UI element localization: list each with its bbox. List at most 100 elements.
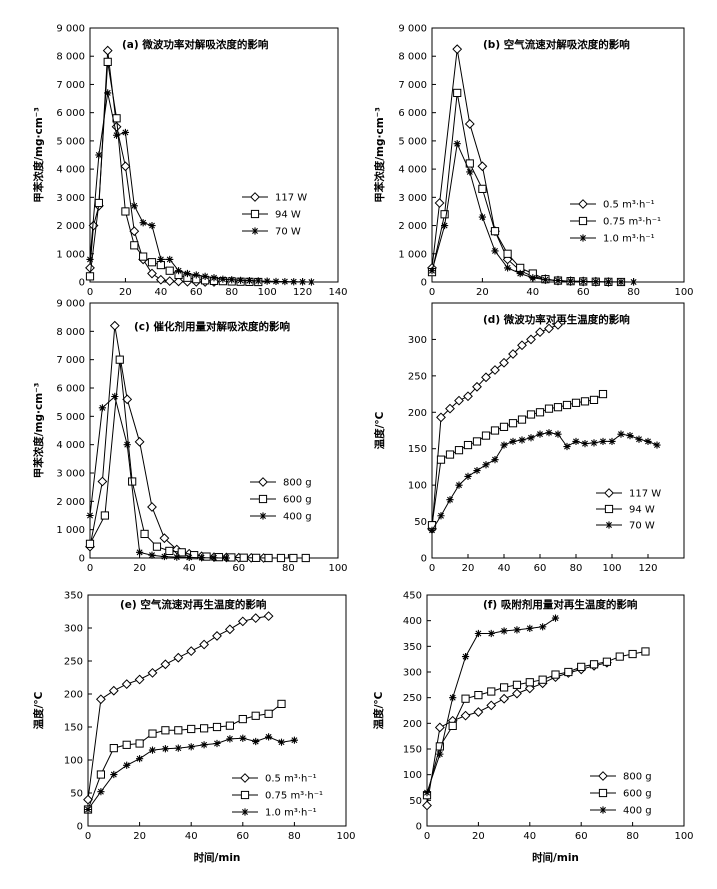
data-point xyxy=(491,456,499,464)
data-point xyxy=(148,221,156,230)
x-tick-label: 140 xyxy=(328,287,347,298)
data-point xyxy=(122,394,133,405)
data-point xyxy=(617,430,625,438)
data-point xyxy=(265,733,273,741)
data-point xyxy=(592,278,600,286)
data-point xyxy=(111,392,119,401)
y-tick-label: 2 000 xyxy=(56,497,85,508)
data-point xyxy=(544,404,554,413)
series-3 xyxy=(84,733,298,814)
data-point xyxy=(589,395,599,404)
data-point xyxy=(129,226,140,237)
data-point xyxy=(86,255,94,264)
data-point xyxy=(228,276,236,284)
legend-label: 800 g xyxy=(283,478,312,489)
data-point xyxy=(281,277,289,286)
data-point xyxy=(563,442,571,451)
data-point xyxy=(551,614,560,622)
chart-panel-1: 0 1 000 2 000 3 000 4 000 5 000 6 000 7 000 8 00… xyxy=(32,24,348,299)
data-point xyxy=(630,278,638,286)
data-point xyxy=(446,496,454,504)
y-tick-label: 250 xyxy=(408,371,427,382)
data-point xyxy=(136,548,144,556)
data-point xyxy=(200,741,208,749)
data-point xyxy=(183,269,192,278)
data-point xyxy=(210,274,218,282)
data-point xyxy=(173,276,184,287)
data-point xyxy=(481,372,491,383)
data-point xyxy=(491,247,499,255)
data-point xyxy=(504,264,512,272)
data-point xyxy=(434,722,445,733)
y-tick-label: 6 000 xyxy=(56,384,85,395)
series-line xyxy=(87,615,269,800)
x-tick-label: 100 xyxy=(674,287,693,298)
data-point xyxy=(95,694,106,705)
x-tick-label: 0 xyxy=(85,831,91,842)
data-point xyxy=(608,437,616,446)
legend-label: 94 W xyxy=(629,505,655,516)
series-line xyxy=(89,61,259,283)
data-point xyxy=(512,680,522,689)
x-tick-label: 20 xyxy=(119,287,132,298)
x-tick-label: 0 xyxy=(429,287,435,298)
y-tick-label: 5 000 xyxy=(56,412,85,423)
chart-title: (d) 微波功率对再生温度的影响 xyxy=(483,313,630,326)
data-point xyxy=(423,789,431,797)
y-tick-label: 200 xyxy=(403,719,422,730)
data-point xyxy=(136,755,144,763)
y-tick-label: 300 xyxy=(403,668,422,679)
data-point xyxy=(130,241,139,250)
legend-marker xyxy=(578,216,588,226)
x-tick-label: 80 xyxy=(627,287,640,298)
x-tick-label: 20 xyxy=(462,563,475,574)
data-point xyxy=(155,274,166,285)
legend-label: 600 g xyxy=(283,495,312,506)
legend-label: 400 g xyxy=(623,806,652,817)
data-point xyxy=(159,533,170,544)
data-point xyxy=(95,151,103,159)
data-point xyxy=(572,437,580,446)
y-tick-label: 9 000 xyxy=(398,24,427,35)
y-tick-label: 1 000 xyxy=(398,249,427,260)
data-point xyxy=(503,249,512,258)
y-tick-label: 5 000 xyxy=(398,136,427,147)
data-point xyxy=(212,722,222,732)
data-point xyxy=(85,262,95,273)
data-point xyxy=(448,721,457,730)
data-point xyxy=(199,639,210,650)
series-line xyxy=(89,395,227,559)
y-tick-label: 100 xyxy=(403,770,422,781)
data-point xyxy=(535,408,545,417)
data-point xyxy=(490,365,500,375)
data-point xyxy=(263,277,271,285)
data-point xyxy=(161,726,170,735)
data-point xyxy=(252,553,261,562)
legend-marker xyxy=(598,771,608,781)
data-point xyxy=(436,455,446,464)
y-axis-label: 温度/°C xyxy=(372,691,385,729)
data-point xyxy=(551,670,560,679)
data-point xyxy=(103,57,112,66)
legend-marker xyxy=(259,512,267,520)
series-2 xyxy=(83,699,286,814)
data-point xyxy=(121,679,132,690)
data-point xyxy=(239,553,248,562)
series-1 xyxy=(85,45,219,287)
data-point xyxy=(508,419,518,428)
y-tick-label: 100 xyxy=(408,481,427,492)
legend-marker xyxy=(241,808,249,816)
data-point xyxy=(500,683,509,692)
data-point xyxy=(112,131,121,139)
series-3 xyxy=(428,429,661,534)
data-point xyxy=(472,381,482,392)
data-point xyxy=(166,255,174,264)
data-point xyxy=(224,624,235,635)
data-point xyxy=(157,255,165,264)
series-line xyxy=(431,141,634,283)
x-tick-label: 80 xyxy=(626,831,639,842)
data-point xyxy=(84,805,92,814)
legend-label: 0.5 m³·h⁻¹ xyxy=(265,774,317,785)
data-point xyxy=(635,435,643,443)
data-point xyxy=(96,770,106,779)
